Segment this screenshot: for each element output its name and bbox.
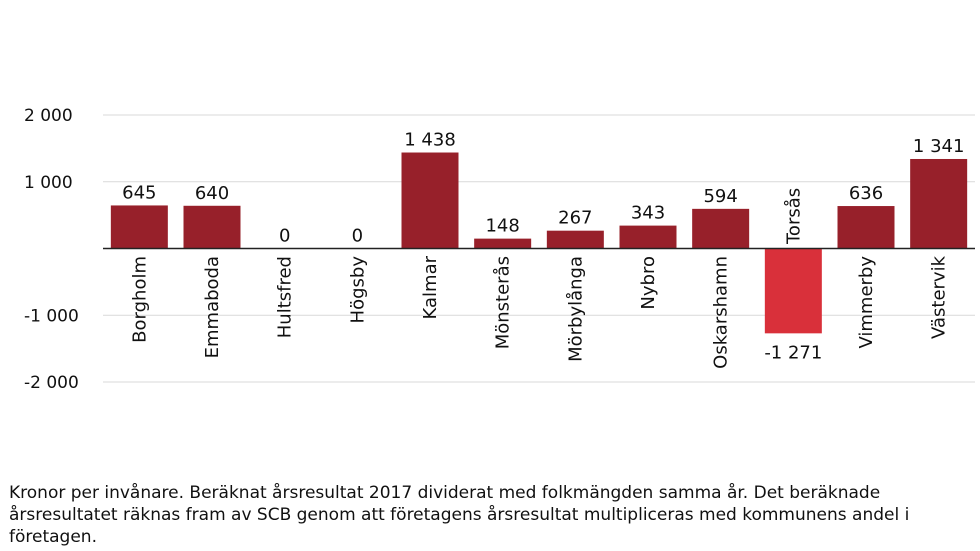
category-label: Mönsterås	[493, 256, 514, 349]
category-label: Vimmerby	[856, 256, 877, 349]
data-label: 267	[558, 208, 592, 229]
category-label: Oskarshamn	[711, 256, 732, 369]
y-tick-label: -1 000	[24, 306, 79, 326]
y-tick-label: 1 000	[24, 173, 73, 193]
data-label: 1 341	[913, 136, 965, 157]
category-label: Västervik	[929, 255, 950, 339]
category-label: Mörbylånga	[565, 256, 586, 362]
data-label: 343	[631, 203, 665, 224]
y-tick-label: 2 000	[24, 106, 73, 126]
bar	[910, 158, 968, 249]
bar	[474, 238, 532, 249]
category-labels: Borgholm Emmaboda Hultsfred Högsby Kalmar Mön…	[129, 188, 949, 369]
category-label: Emmaboda	[202, 256, 223, 358]
data-label: 0	[279, 226, 290, 247]
data-label: 640	[195, 183, 229, 204]
caption: Kronor per invånare. Beräknat årsresulta…	[9, 483, 910, 547]
category-label: Hultsfred	[275, 256, 296, 338]
bar	[183, 205, 241, 249]
bar	[619, 225, 677, 249]
bar-chart: 2 000 1 000 -1 000 -2 000 645 640 0 0 1 438 148 2…	[24, 106, 975, 393]
bar	[110, 205, 168, 249]
bar	[401, 152, 459, 249]
data-label: 0	[352, 226, 363, 247]
category-label: Borgholm	[129, 256, 150, 343]
category-label: Kalmar	[420, 255, 441, 319]
data-label: 594	[703, 186, 737, 207]
y-tick-label: -2 000	[24, 373, 79, 393]
category-label: Torsås	[783, 188, 804, 245]
data-label: 148	[485, 216, 519, 237]
data-label: 636	[849, 183, 883, 204]
bars	[110, 152, 968, 334]
bar	[692, 208, 750, 249]
bar	[837, 206, 895, 249]
bar	[764, 248, 822, 334]
data-label: -1 271	[764, 342, 822, 363]
category-label: Nybro	[638, 256, 659, 310]
data-label: 1 438	[404, 130, 456, 151]
grid-lines	[103, 114, 975, 383]
data-label: 645	[122, 182, 156, 203]
y-axis-ticks: 2 000 1 000 -1 000 -2 000	[24, 106, 79, 393]
category-label: Högsby	[347, 256, 368, 324]
data-labels: 645 640 0 0 1 438 148 267 343 594 -1 271 636 1 341	[122, 130, 964, 364]
bar	[546, 230, 604, 249]
